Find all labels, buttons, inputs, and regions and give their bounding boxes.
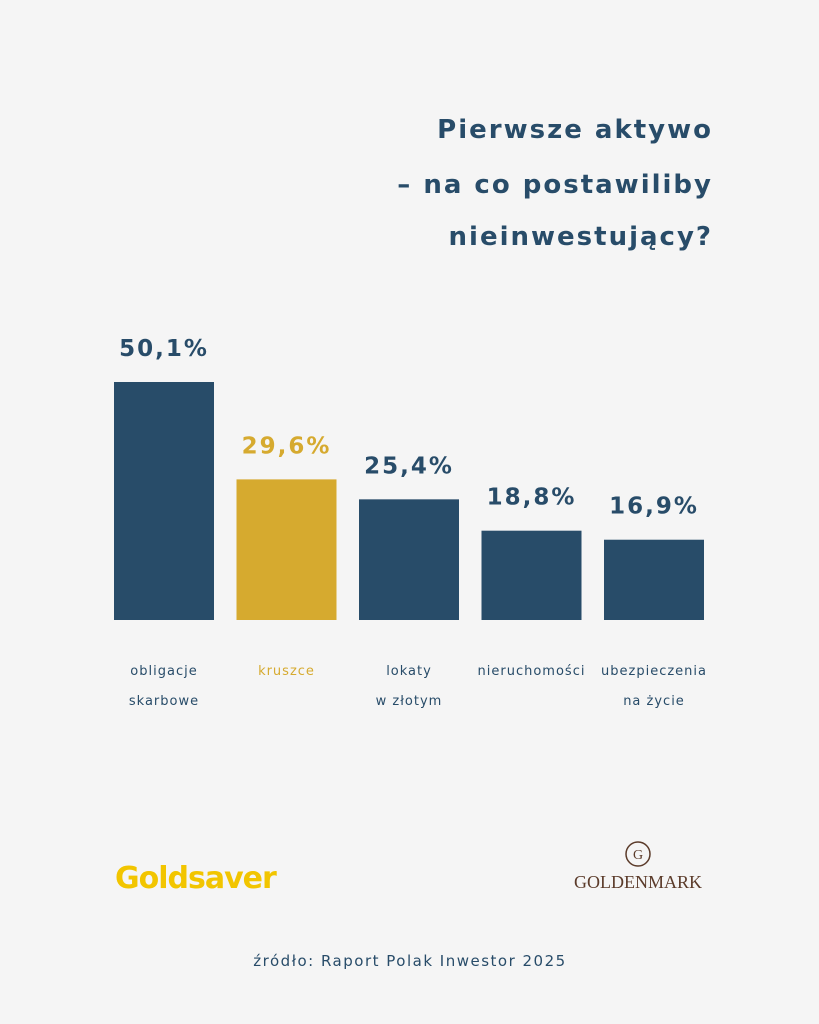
bar bbox=[604, 539, 704, 620]
bar bbox=[114, 382, 214, 620]
value-label: 50,1% bbox=[119, 336, 209, 362]
source-note: źródło: Raport Polak Inwestor 2025 bbox=[253, 952, 566, 970]
bar bbox=[236, 479, 337, 620]
logo-icon: G bbox=[633, 848, 643, 863]
chart-title: nieinwestujący? bbox=[449, 222, 713, 252]
x-tick-label: ubezpieczenia na życie bbox=[601, 664, 707, 709]
x-tick-label: kruszce bbox=[258, 664, 315, 679]
value-label: 16,9% bbox=[609, 494, 699, 520]
x-tick-label: obligacje skarbowe bbox=[128, 664, 200, 709]
brand-logo: GOLDENMARK bbox=[574, 872, 702, 892]
x-tick-label: nieruchomości bbox=[477, 664, 586, 679]
logo-icon bbox=[625, 841, 651, 867]
chart-title: – na co postawiliby bbox=[397, 170, 713, 200]
bar bbox=[481, 530, 582, 620]
bar bbox=[359, 499, 459, 620]
value-label: 29,6% bbox=[242, 433, 332, 459]
x-tick-label: lokaty w złotym bbox=[375, 664, 443, 709]
chart-title: Pierwsze aktywo bbox=[437, 115, 713, 145]
value-label: 25,4% bbox=[364, 453, 454, 479]
value-label: 18,8% bbox=[487, 485, 577, 511]
brand-logo: Goldsaver bbox=[115, 861, 277, 896]
